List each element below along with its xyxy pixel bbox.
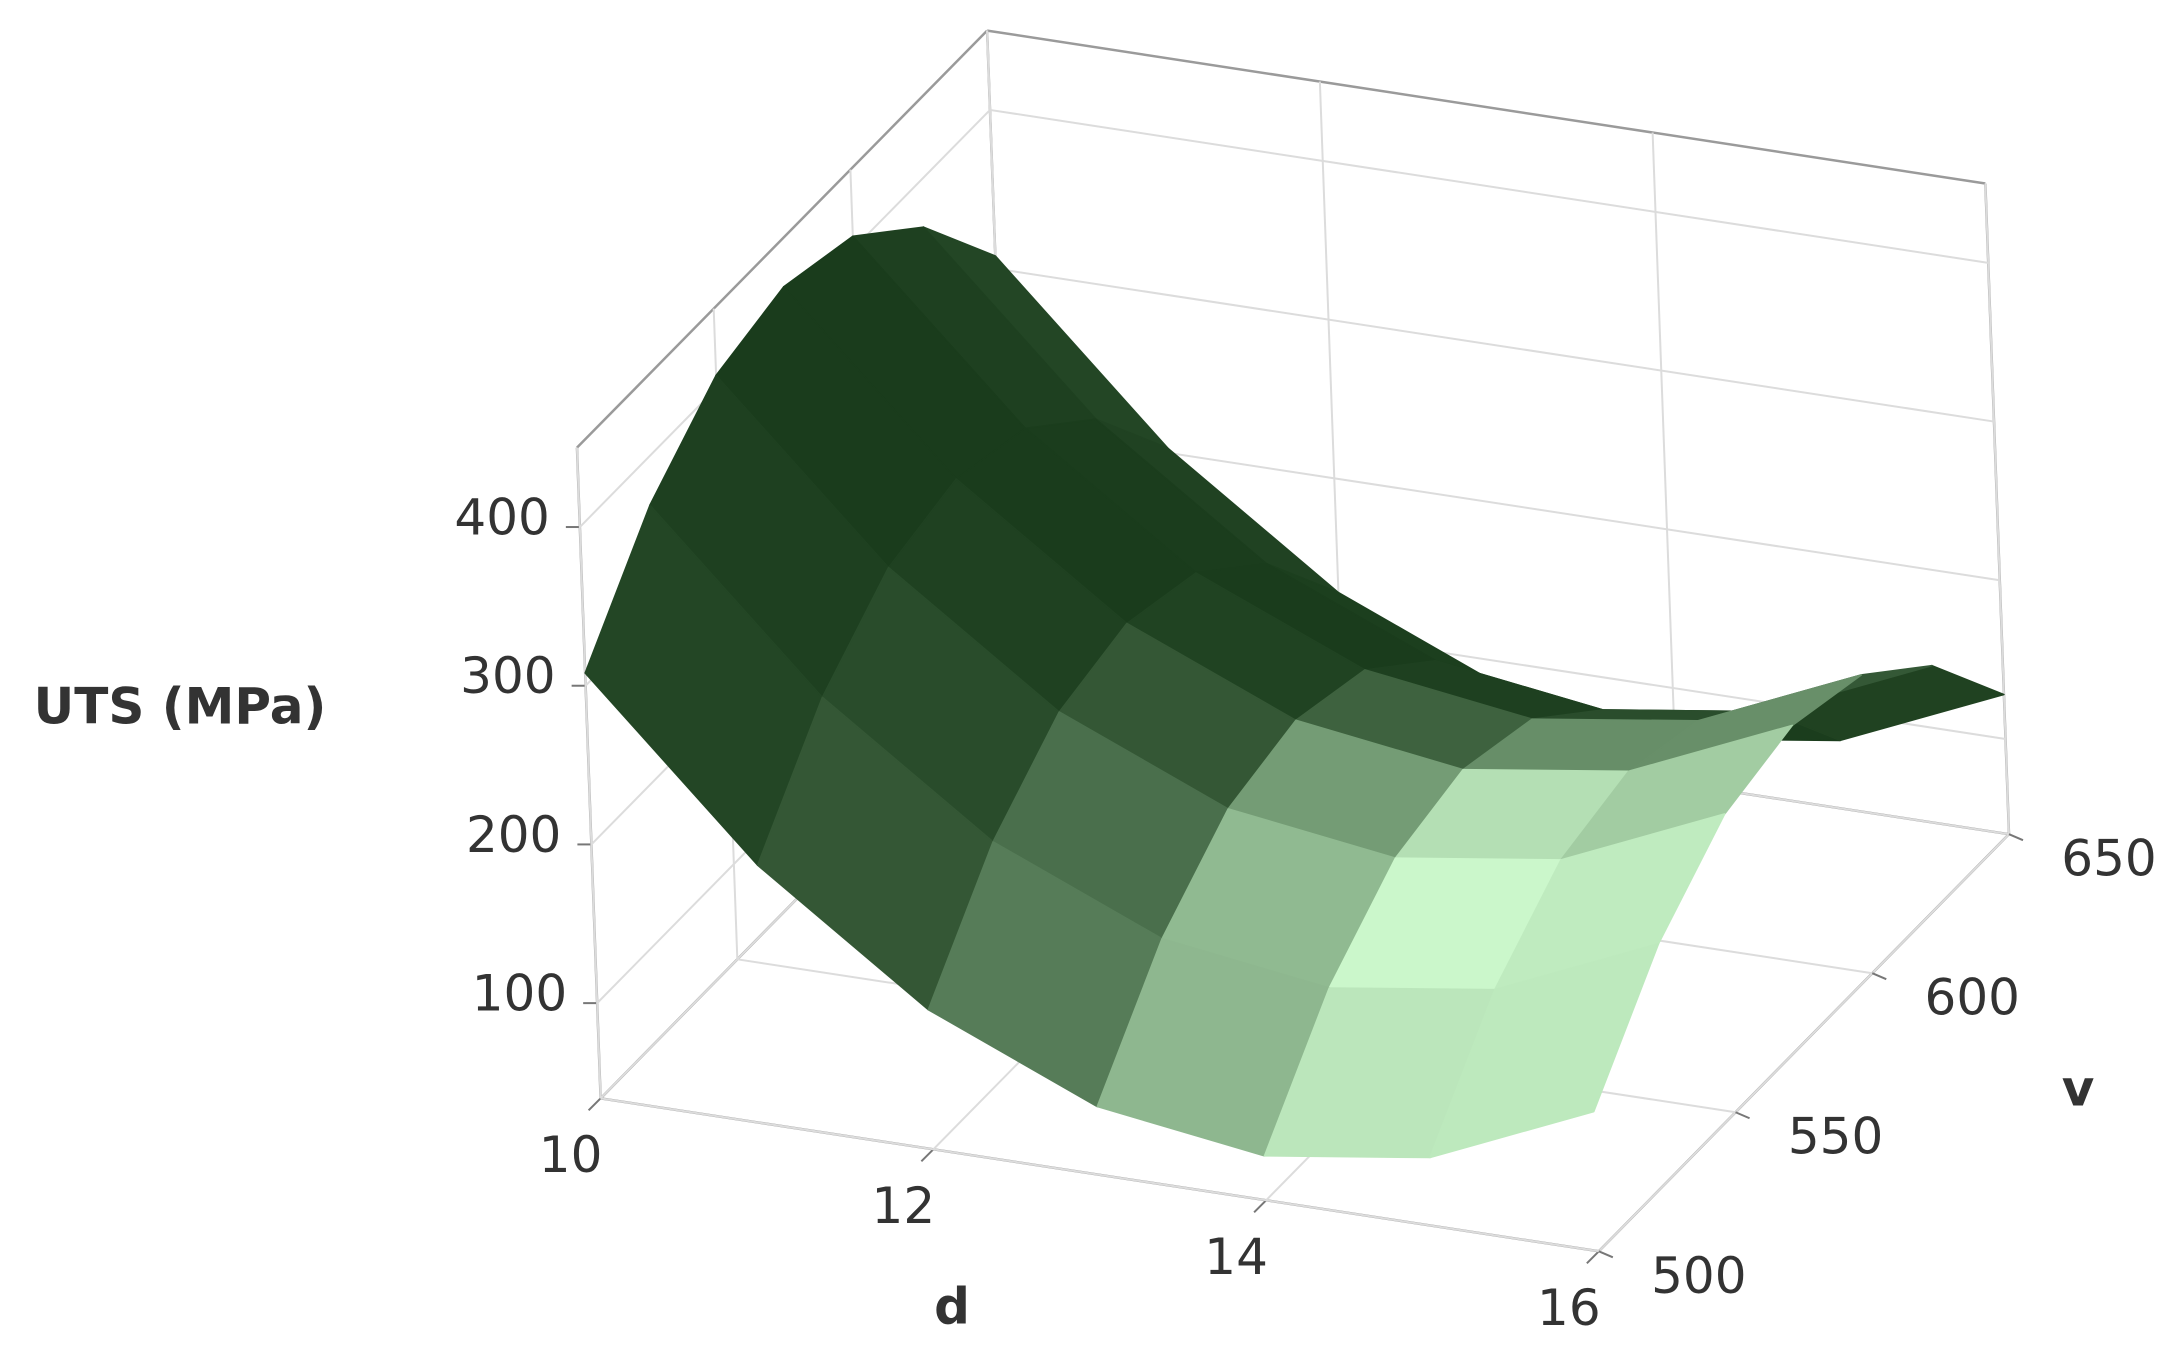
box-edge	[576, 29, 989, 449]
grid-line	[1984, 183, 2010, 835]
tick-mark	[1586, 1250, 1600, 1264]
grid-line	[1598, 833, 2010, 1252]
x-tick-label: 14	[1204, 1228, 1268, 1286]
x-tick-label: 16	[1537, 1279, 1601, 1337]
y-tick-label: 500	[1651, 1247, 1746, 1305]
z-tick-label: 400	[454, 489, 549, 547]
tick-mark	[1598, 1250, 1614, 1259]
tick-mark	[2008, 833, 2024, 842]
y-tick-label: 650	[2061, 830, 2156, 888]
grid-line	[1651, 132, 1678, 784]
tick-mark	[587, 1097, 602, 1112]
tick-mark	[1735, 1111, 1750, 1120]
y-tick-label: 550	[1788, 1108, 1883, 1166]
z-tick-label: 100	[472, 965, 567, 1023]
grid-line	[995, 267, 1995, 423]
y-axis-title: v	[2062, 1060, 2095, 1118]
grid-line	[989, 108, 1989, 264]
grid-line	[575, 447, 602, 1099]
x-axis-title: d	[934, 1278, 970, 1336]
z-axis-title: UTS (MPa)	[34, 678, 327, 736]
x-tick-label: 10	[539, 1126, 603, 1184]
z-tick-label: 200	[466, 806, 561, 864]
surface-patch	[1429, 942, 1660, 1159]
tick-mark	[1253, 1199, 1267, 1214]
grid-line	[600, 1097, 1600, 1253]
x-tick-label: 12	[872, 1177, 936, 1235]
tick-mark	[920, 1148, 935, 1163]
z-tick-label: 300	[460, 647, 555, 705]
y-tick-label: 600	[1925, 969, 2020, 1027]
box-edge	[986, 29, 1986, 185]
tick-mark	[1871, 972, 1887, 981]
